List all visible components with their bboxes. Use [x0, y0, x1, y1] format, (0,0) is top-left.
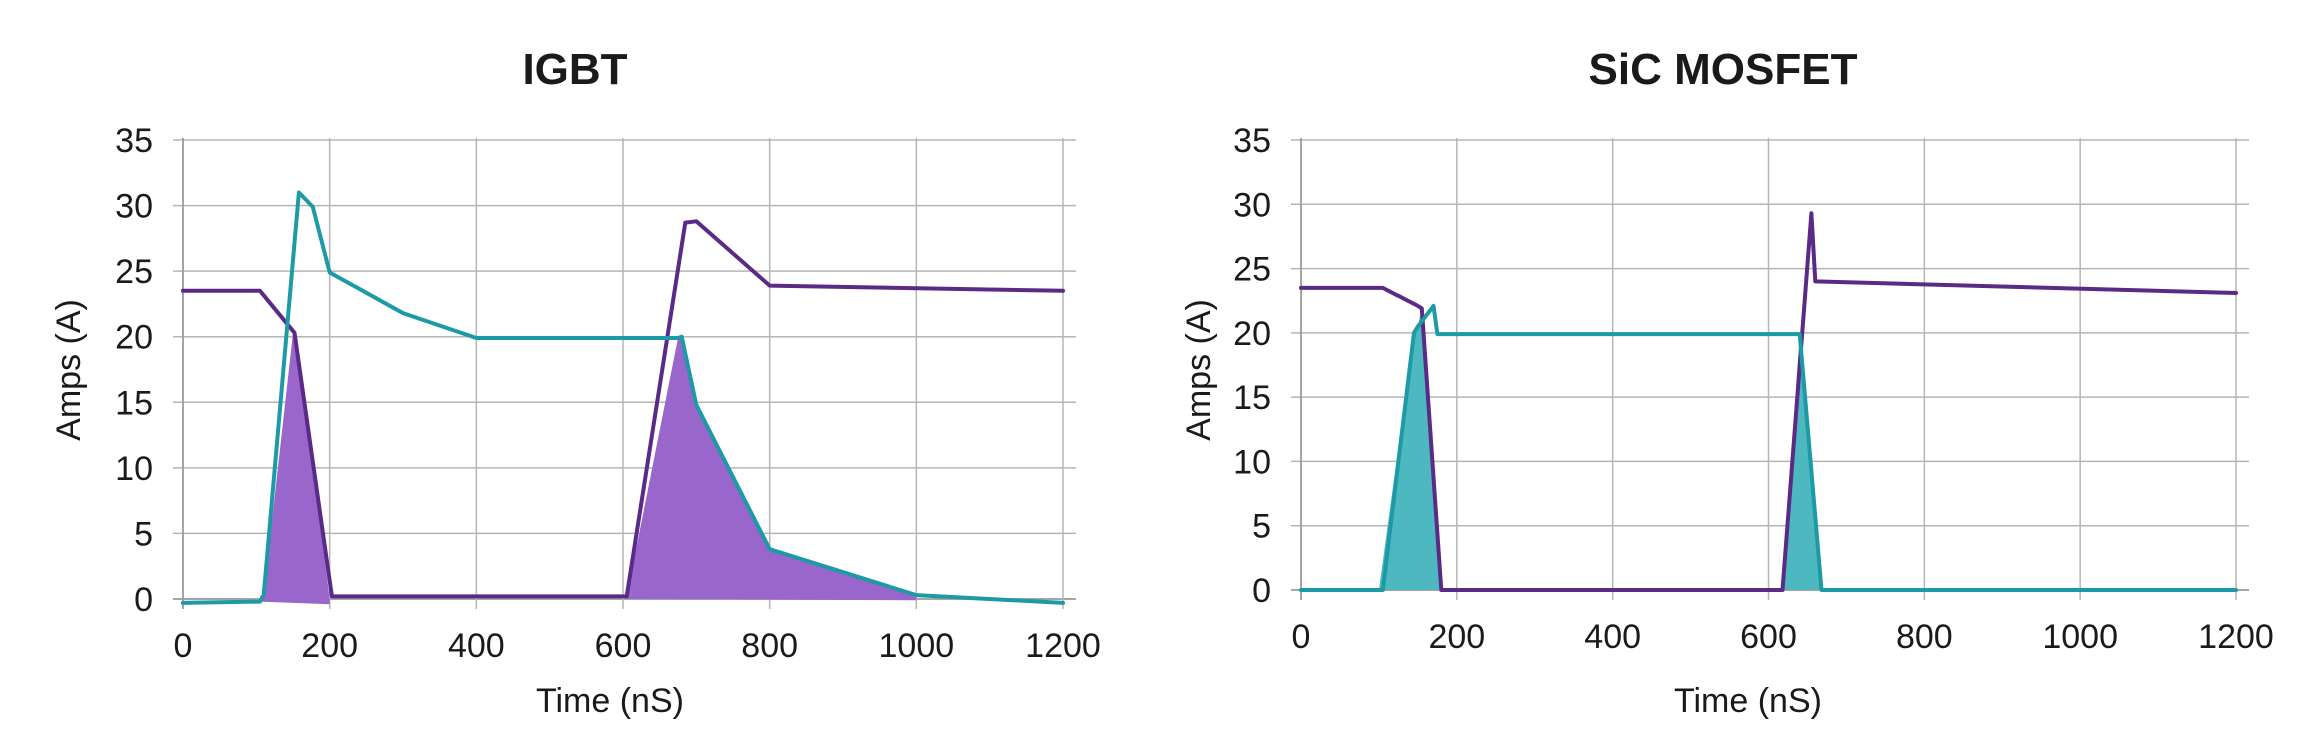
- x-tick-label: 1000: [879, 627, 955, 665]
- x-tick-label: 200: [1428, 618, 1485, 656]
- y-tick-label: 0: [1252, 572, 1271, 610]
- y-tick-label: 35: [1233, 122, 1271, 160]
- y-tick-label: 0: [134, 581, 153, 619]
- x-tick-label: 600: [595, 627, 652, 665]
- y-tick-label: 35: [115, 122, 153, 160]
- y-tick-label: 30: [115, 188, 153, 226]
- x-tick-label: 600: [1740, 618, 1797, 656]
- x-tick-label: 0: [1292, 618, 1311, 656]
- series-line: [1299, 211, 2238, 592]
- chart-title: SiC MOSFET: [1589, 45, 1858, 94]
- x-tick-label: 400: [1584, 618, 1641, 656]
- y-tick-label: 15: [115, 384, 153, 422]
- shaded-loss-area: [260, 332, 330, 605]
- x-tick-label: 1000: [2042, 618, 2118, 656]
- y-tick-label: 25: [1233, 251, 1271, 289]
- x-tick-label: 400: [448, 627, 505, 665]
- y-tick-label: 10: [1233, 443, 1271, 481]
- y-axis-label: Amps (A): [50, 299, 88, 441]
- x-tick-label: 1200: [2198, 618, 2274, 656]
- x-tick-label: 800: [1896, 618, 1953, 656]
- x-axis-label: Time (nS): [536, 682, 684, 720]
- y-tick-label: 30: [1233, 186, 1271, 224]
- shaded-loss-area: [626, 336, 917, 601]
- y-tick-label: 5: [134, 515, 153, 553]
- shaded-loss-area: [1782, 334, 1822, 590]
- x-tick-label: 800: [741, 627, 798, 665]
- y-axis-label: Amps (A): [1180, 299, 1218, 441]
- y-tick-label: 15: [1233, 379, 1271, 417]
- igbt-chart: IGBT Time (nS) Amps (A) 0 5 10 15 20 25 30 35 0 2…: [50, 45, 1101, 720]
- x-tick-label: 1200: [1025, 627, 1101, 665]
- chart-title: IGBT: [522, 45, 627, 94]
- series-line: [181, 219, 1065, 599]
- sic-mosfet-chart: SiC MOSFET Time (nS) Amps (A) 0 5 10 15 20 25…: [1180, 45, 2274, 720]
- x-axis-label: Time (nS): [1674, 682, 1822, 720]
- x-tick-label: 0: [174, 627, 193, 665]
- x-tick-label: 200: [301, 627, 358, 665]
- y-tick-label: 20: [1233, 315, 1271, 353]
- y-tick-label: 5: [1252, 508, 1271, 546]
- y-tick-label: 25: [115, 253, 153, 291]
- series-line: [1299, 303, 2238, 592]
- series-line: [181, 190, 1065, 605]
- y-tick-label: 20: [115, 319, 153, 357]
- y-tick-label: 10: [115, 450, 153, 488]
